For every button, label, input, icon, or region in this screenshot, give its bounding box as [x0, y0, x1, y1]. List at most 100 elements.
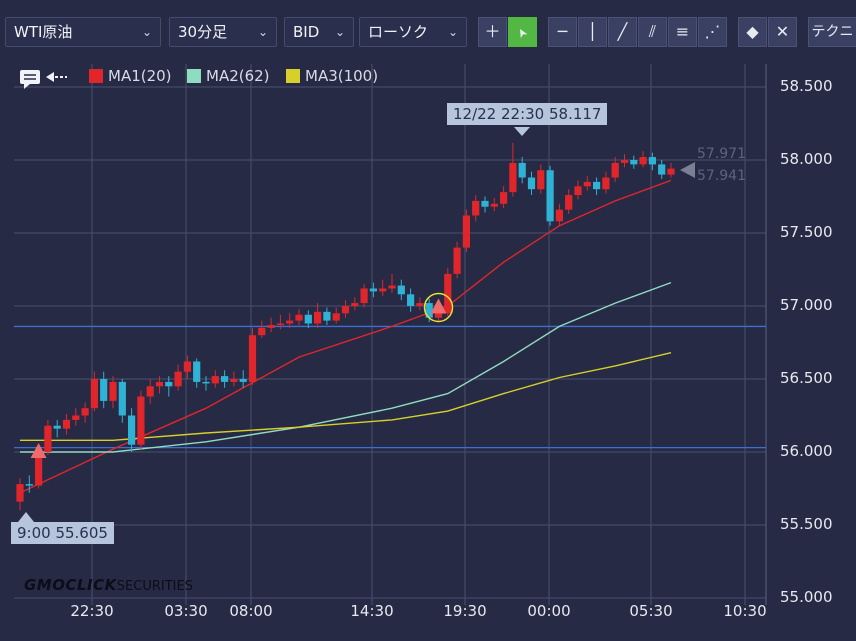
candle: [323, 307, 331, 325]
time-tick-label: 22:30: [70, 602, 114, 620]
candle-body: [248, 335, 257, 382]
symbol-select[interactable]: WTI原油 ⌄: [5, 17, 161, 47]
price-tick-label: 55.000: [780, 588, 833, 606]
candle-body: [537, 170, 545, 190]
candle-body: [453, 247, 461, 274]
price-tick-label: 57.000: [780, 296, 833, 314]
candle-body: [332, 313, 340, 321]
vertical-line-button[interactable]: │: [578, 17, 607, 47]
fibonacci-fan-button[interactable]: ⋰: [698, 17, 727, 47]
vertical-line-icon: │: [587, 22, 598, 41]
timeframe-label: 30分足: [178, 23, 228, 41]
time-tick-label: 08:00: [229, 602, 273, 620]
legend-toggle-icon[interactable]: [20, 67, 68, 93]
erase-all-button[interactable]: ✕: [768, 17, 797, 47]
technical-button[interactable]: テクニ: [808, 17, 856, 47]
candle-body: [118, 381, 126, 416]
candle-body: [565, 195, 573, 210]
candle-body: [481, 200, 489, 207]
candle-body: [620, 160, 629, 163]
fibonacci-retracement-icon: ≡: [675, 22, 690, 41]
candle-body: [202, 381, 210, 384]
candle-body: [500, 192, 508, 204]
price-side-select[interactable]: BID ⌄: [284, 17, 354, 47]
eraser-button[interactable]: ◆: [738, 17, 767, 47]
candle: [155, 376, 164, 394]
crosshair-button[interactable]: ＋: [478, 17, 507, 47]
pointer-button[interactable]: ➤: [508, 17, 537, 47]
low-tooltip: 9:00 55.605: [11, 522, 114, 544]
erase-all-icon: ✕: [775, 22, 790, 41]
candle-body: [369, 288, 377, 292]
parallel-channel-icon: ⫽: [648, 22, 657, 41]
candle: [416, 297, 424, 311]
ma2-label: MA2(62): [206, 67, 270, 85]
candle: [72, 408, 80, 426]
candle-body: [648, 157, 656, 165]
technical-label: テクニ: [811, 24, 854, 40]
candle: [602, 171, 610, 194]
candle: [44, 419, 52, 455]
horizontal-line-button[interactable]: ─: [548, 17, 577, 47]
fibonacci-retracement-button[interactable]: ≡: [668, 17, 697, 47]
candle: [351, 297, 359, 311]
brand-sub: SECURITIES: [116, 579, 193, 594]
candle-body: [323, 311, 331, 321]
candle: [248, 327, 257, 385]
candle-body: [221, 376, 229, 382]
candle: [537, 164, 545, 194]
candle: [360, 284, 368, 308]
price-tick-label: 57.500: [780, 223, 833, 241]
chart-plot[interactable]: [14, 64, 856, 605]
candle: [81, 402, 89, 423]
candle-body: [230, 379, 238, 382]
candle-body: [602, 177, 610, 190]
candle: [128, 408, 136, 452]
candle-body: [425, 303, 433, 318]
candle: [221, 370, 229, 388]
candle-body: [667, 168, 675, 175]
candle: [258, 320, 266, 339]
chart-style-select[interactable]: ローソク ⌄: [359, 17, 467, 47]
horizontal-line-icon: ─: [557, 22, 568, 41]
price-chart[interactable]: [14, 64, 856, 605]
legend-ma3: MA3(100): [286, 67, 378, 85]
timeframe-select[interactable]: 30分足 ⌄: [169, 17, 277, 47]
candle: [658, 160, 666, 179]
candle-body: [490, 203, 498, 207]
candle: [648, 152, 656, 171]
ma1-swatch: [89, 69, 103, 83]
candle: [667, 162, 675, 178]
chevron-down-icon: ⌄: [447, 25, 458, 39]
candle: [630, 155, 638, 169]
trendline-button[interactable]: ╱: [608, 17, 637, 47]
chart-style-label: ローソク: [368, 23, 429, 41]
candle: [472, 195, 480, 222]
candle-body: [593, 181, 601, 190]
candle-body: [276, 323, 284, 326]
last-price-upper: 57.971: [697, 146, 746, 162]
candle-body: [72, 415, 80, 420]
candle: [341, 300, 350, 318]
time-tick-label: 14:30: [350, 602, 394, 620]
candle: [25, 475, 33, 493]
candle: [137, 390, 145, 450]
current-price-arrow-icon: [680, 162, 695, 178]
low-tooltip-pointer: [18, 512, 34, 522]
parallel-channel-button[interactable]: ⫽: [638, 17, 667, 47]
price-tick-label: 56.500: [780, 369, 833, 387]
buy-signal-icon: [430, 298, 447, 314]
candle: [407, 288, 415, 312]
candle-body: [44, 425, 52, 452]
high-tooltip: 12/22 22:30 58.117: [447, 103, 608, 125]
candle-body: [434, 313, 443, 318]
candle-body: [258, 327, 266, 336]
time-tick-label: 05:30: [629, 602, 673, 620]
candles: [16, 142, 675, 511]
candle-body: [100, 379, 108, 401]
ma3-swatch: [286, 69, 300, 83]
candle: [276, 314, 284, 330]
candle-body: [658, 164, 666, 175]
candle: [555, 203, 563, 226]
ma1-label: MA1(20): [108, 67, 172, 85]
